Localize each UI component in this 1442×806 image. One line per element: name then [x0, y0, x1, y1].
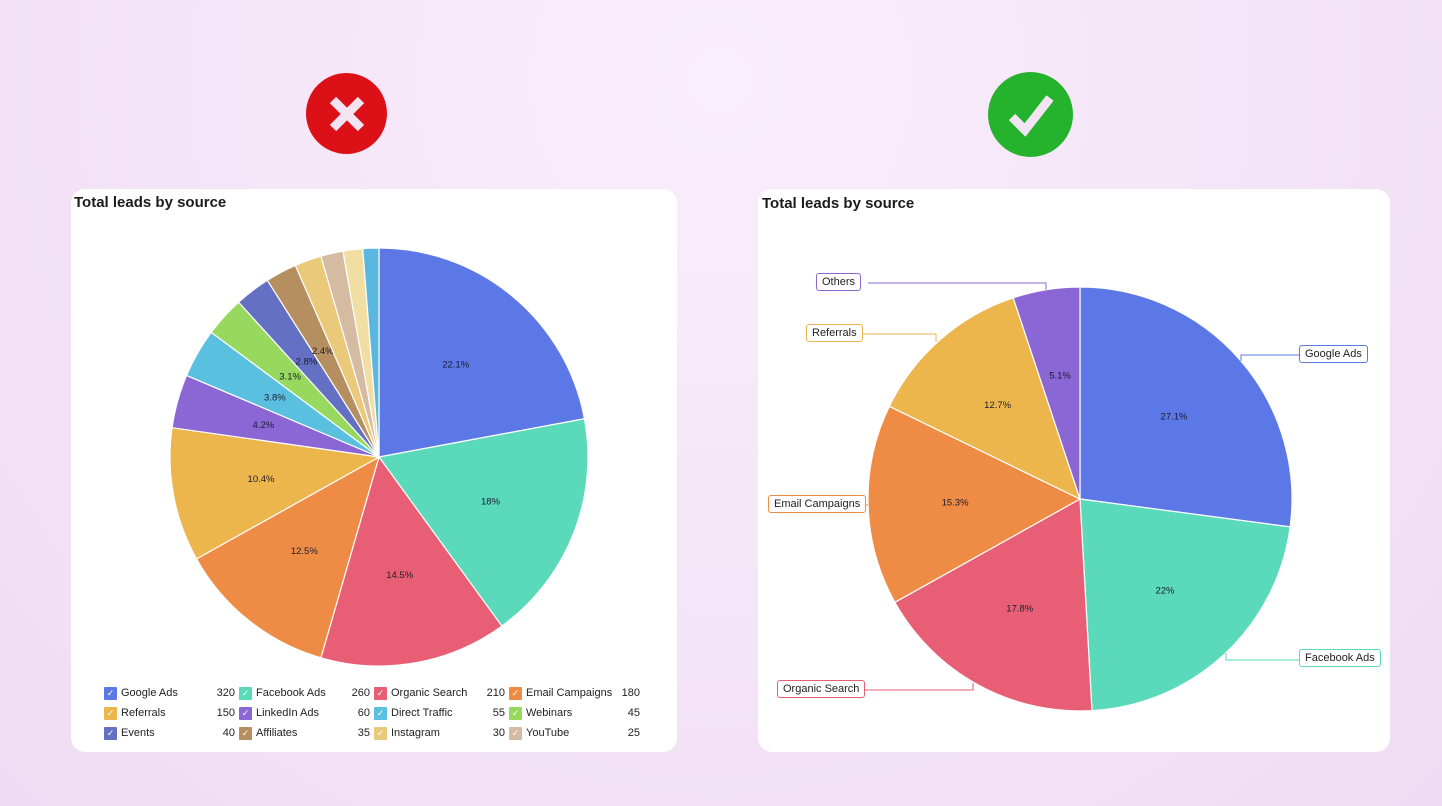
legend-value: 45: [627, 707, 640, 719]
pie-slice-email-campaigns[interactable]: [867, 405, 1082, 604]
slice-percent-label: 2.8%: [296, 356, 318, 367]
legend-item[interactable]: ✓ Events 40: [104, 725, 239, 741]
pie-slice-facebook-ads[interactable]: [1079, 498, 1291, 712]
legend-value: 35: [357, 727, 370, 739]
slice-percent-label: 4.2%: [253, 420, 275, 431]
pie-slice-referrals[interactable]: [169, 426, 381, 560]
legend-value: 260: [351, 687, 370, 699]
slice-percent-label: 5.1%: [1049, 371, 1071, 382]
pie-slice-organic-search[interactable]: [894, 498, 1093, 712]
callout-connector: [1240, 354, 1299, 361]
slice-percent-label: 22%: [1155, 586, 1175, 597]
legend-label: YouTube: [526, 727, 570, 739]
checkbox-icon[interactable]: ✓: [509, 726, 522, 740]
callout-label: Google Ads: [1299, 345, 1368, 363]
slice-percent-label: 2.4%: [312, 346, 334, 357]
legend-label: Webinars: [526, 707, 573, 719]
checkbox-icon[interactable]: ✓: [509, 706, 522, 720]
legend-value: 320: [216, 687, 235, 699]
legend-item[interactable]: ✓ Facebook Ads 260: [239, 685, 374, 701]
checkbox-icon[interactable]: ✓: [239, 706, 252, 720]
legend-item[interactable]: ✓ Organic Search 210: [374, 685, 509, 701]
legend-label: Direct Traffic: [391, 707, 453, 719]
legend-value: 150: [216, 707, 235, 719]
pie-slice-referrals[interactable]: [888, 297, 1082, 501]
checkbox-icon[interactable]: ✓: [374, 686, 387, 700]
slice-percent-label: 14.5%: [386, 570, 413, 581]
checkbox-icon[interactable]: ✓: [374, 726, 387, 740]
bad-example-badge: [306, 73, 387, 154]
pie-slice-unlabeled[interactable]: [362, 247, 380, 458]
legend-value: 180: [621, 687, 640, 699]
pie-chart-clean: 27.1% 22% 17.8% 15.3% 12.7% 5.1%: [858, 282, 1299, 712]
slice-percent-label: 22.1%: [442, 360, 469, 371]
legend-value: 25: [627, 727, 640, 739]
legend-item[interactable]: ✓ YouTube 25: [509, 725, 644, 741]
checkbox-icon[interactable]: ✓: [104, 686, 117, 700]
callout-label: Email Campaigns: [768, 495, 867, 513]
legend-value: 40: [222, 727, 235, 739]
slice-percent-label: 3.8%: [264, 392, 286, 403]
pie-slice-google-ads[interactable]: [378, 247, 586, 458]
slice-percent-label: 17.8%: [1006, 604, 1033, 615]
legend-label: Facebook Ads: [256, 687, 326, 699]
legend-item[interactable]: ✓ Instagram 30: [374, 725, 509, 741]
callout-label: Facebook Ads: [1299, 649, 1381, 667]
slice-percent-label: 3.1%: [279, 371, 301, 382]
slice-percent-label: 12.5%: [291, 546, 318, 557]
slice-percent-label: 27.1%: [1161, 412, 1188, 423]
checkbox-icon[interactable]: ✓: [509, 686, 522, 700]
checkmark-icon: [1008, 94, 1054, 137]
pie-slice-google-ads[interactable]: [1079, 286, 1293, 528]
legend-item[interactable]: ✓ Affiliates 35: [239, 725, 374, 741]
chart-title: Total leads by source: [762, 195, 915, 212]
legend-value: 210: [486, 687, 505, 699]
legend-label: Organic Search: [391, 687, 468, 699]
callout-connector: [858, 333, 937, 342]
callout-connector: [1225, 653, 1299, 661]
legend-label: Instagram: [391, 727, 440, 739]
good-example-badge: [988, 72, 1073, 157]
slice-percent-label: 18%: [481, 496, 501, 507]
x-icon: [329, 96, 364, 131]
chart-legend: ✓ Google Ads 320 ✓ Facebook Ads 260 ✓ Organic S…: [104, 685, 644, 741]
legend-item[interactable]: ✓ Email Campaigns 180: [509, 685, 644, 701]
slice-percent-label: 12.7%: [984, 400, 1011, 411]
legend-item[interactable]: ✓ LinkedIn Ads 60: [239, 705, 374, 721]
pie-chart-cluttered: 22.1% 18% 14.5% 12.5% 10.4% 4.2% 3.8% 3.1% 2.8%2…: [169, 247, 589, 667]
checkbox-icon[interactable]: ✓: [239, 726, 252, 740]
legend-item[interactable]: ✓ Referrals 150: [104, 705, 239, 721]
legend-label: Events: [121, 727, 155, 739]
legend-label: Google Ads: [121, 687, 178, 699]
callout-label: Referrals: [806, 324, 863, 342]
legend-item[interactable]: ✓ Direct Traffic 55: [374, 705, 509, 721]
checkbox-icon[interactable]: ✓: [239, 686, 252, 700]
legend-item[interactable]: ✓ Google Ads 320: [104, 685, 239, 701]
slice-percent-label: 10.4%: [248, 474, 275, 485]
legend-value: 30: [492, 727, 505, 739]
legend-label: LinkedIn Ads: [256, 707, 319, 719]
checkbox-icon[interactable]: ✓: [104, 726, 117, 740]
cluttered-chart-card: Total leads by source 22.1% 18% 14.5% 12.5%…: [71, 189, 677, 752]
slice-percent-label: 15.3%: [942, 498, 969, 509]
callout-connector: [859, 683, 974, 691]
clean-chart-card: Total leads by source 27.1% 22% 17.8% 15.3%…: [758, 189, 1390, 752]
callout-label: Others: [816, 273, 862, 291]
checkbox-icon[interactable]: ✓: [104, 706, 117, 720]
callout-connector: [868, 282, 1047, 290]
legend-label: Email Campaigns: [526, 687, 613, 699]
legend-item[interactable]: ✓ Webinars 45: [509, 705, 644, 721]
legend-value: 55: [492, 707, 505, 719]
callout-label: Organic Search: [777, 680, 866, 698]
legend-value: 60: [357, 707, 370, 719]
pie-slice-facebook-ads[interactable]: [377, 418, 589, 627]
legend-label: Referrals: [121, 707, 166, 719]
pie-slice-email-campaigns[interactable]: [195, 455, 380, 659]
chart-title: Total leads by source: [74, 194, 227, 211]
checkbox-icon[interactable]: ✓: [374, 706, 387, 720]
pie-slice-organic-search[interactable]: [320, 455, 503, 667]
legend-label: Affiliates: [256, 727, 298, 739]
